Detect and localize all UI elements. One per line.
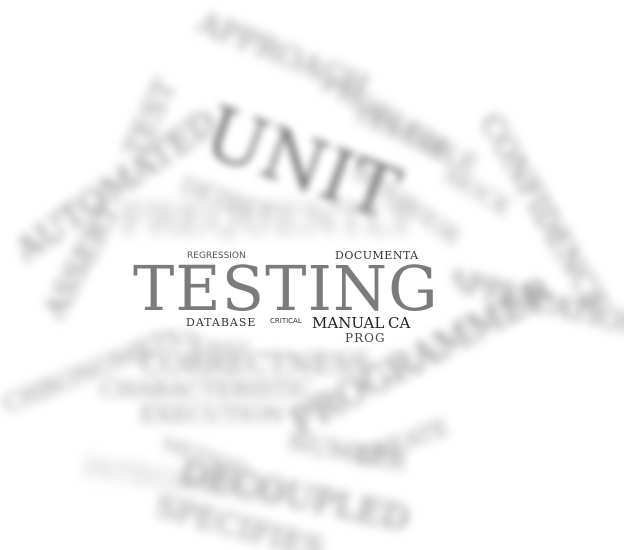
word-regression: REGRESSION — [187, 251, 246, 261]
word-prog: PROG — [345, 331, 386, 345]
focus-band — [128, 246, 458, 342]
word-testing: TESTING — [133, 252, 439, 325]
word-documenta: DOCUMENTA — [335, 249, 419, 262]
word-execution: EXECUTION — [140, 403, 284, 428]
word-ca: CA — [388, 314, 411, 332]
word-manual: MANUAL — [312, 314, 385, 332]
word-critical: CRITICAL — [270, 317, 302, 325]
word-correctness: CORRECTNESS — [140, 347, 370, 380]
word-characteristic: CHARACTERISTIC — [100, 378, 313, 403]
word-database: DATABASE — [186, 316, 257, 329]
word-frequently: FREQUENTLY — [120, 197, 415, 243]
